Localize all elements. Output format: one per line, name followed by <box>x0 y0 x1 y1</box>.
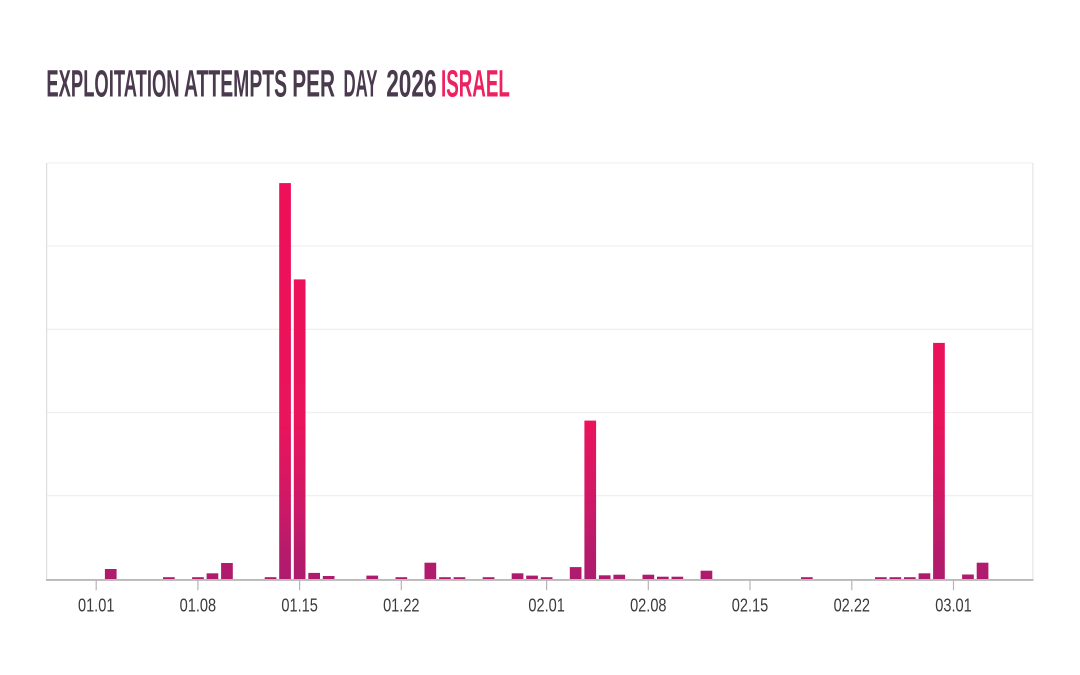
svg-text:ATTEMPTS: ATTEMPTS <box>184 63 287 106</box>
svg-text:01.22: 01.22 <box>383 595 419 616</box>
svg-text:EXPLOITATION: EXPLOITATION <box>46 64 179 106</box>
svg-text:01.01: 01.01 <box>78 595 114 616</box>
svg-text:02.08: 02.08 <box>630 595 666 616</box>
svg-text:01.15: 01.15 <box>281 595 317 616</box>
svg-text:03.01: 03.01 <box>935 595 971 616</box>
svg-text:2026: 2026 <box>386 61 436 105</box>
svg-text:02.15: 02.15 <box>732 595 768 616</box>
svg-text:01.08: 01.08 <box>180 595 216 616</box>
svg-text:02.22: 02.22 <box>834 595 870 616</box>
svg-text:DAY: DAY <box>344 63 378 106</box>
svg-text:02.01: 02.01 <box>528 595 564 616</box>
svg-text:PER: PER <box>292 62 335 106</box>
svg-text:ISRAEL: ISRAEL <box>441 64 510 106</box>
